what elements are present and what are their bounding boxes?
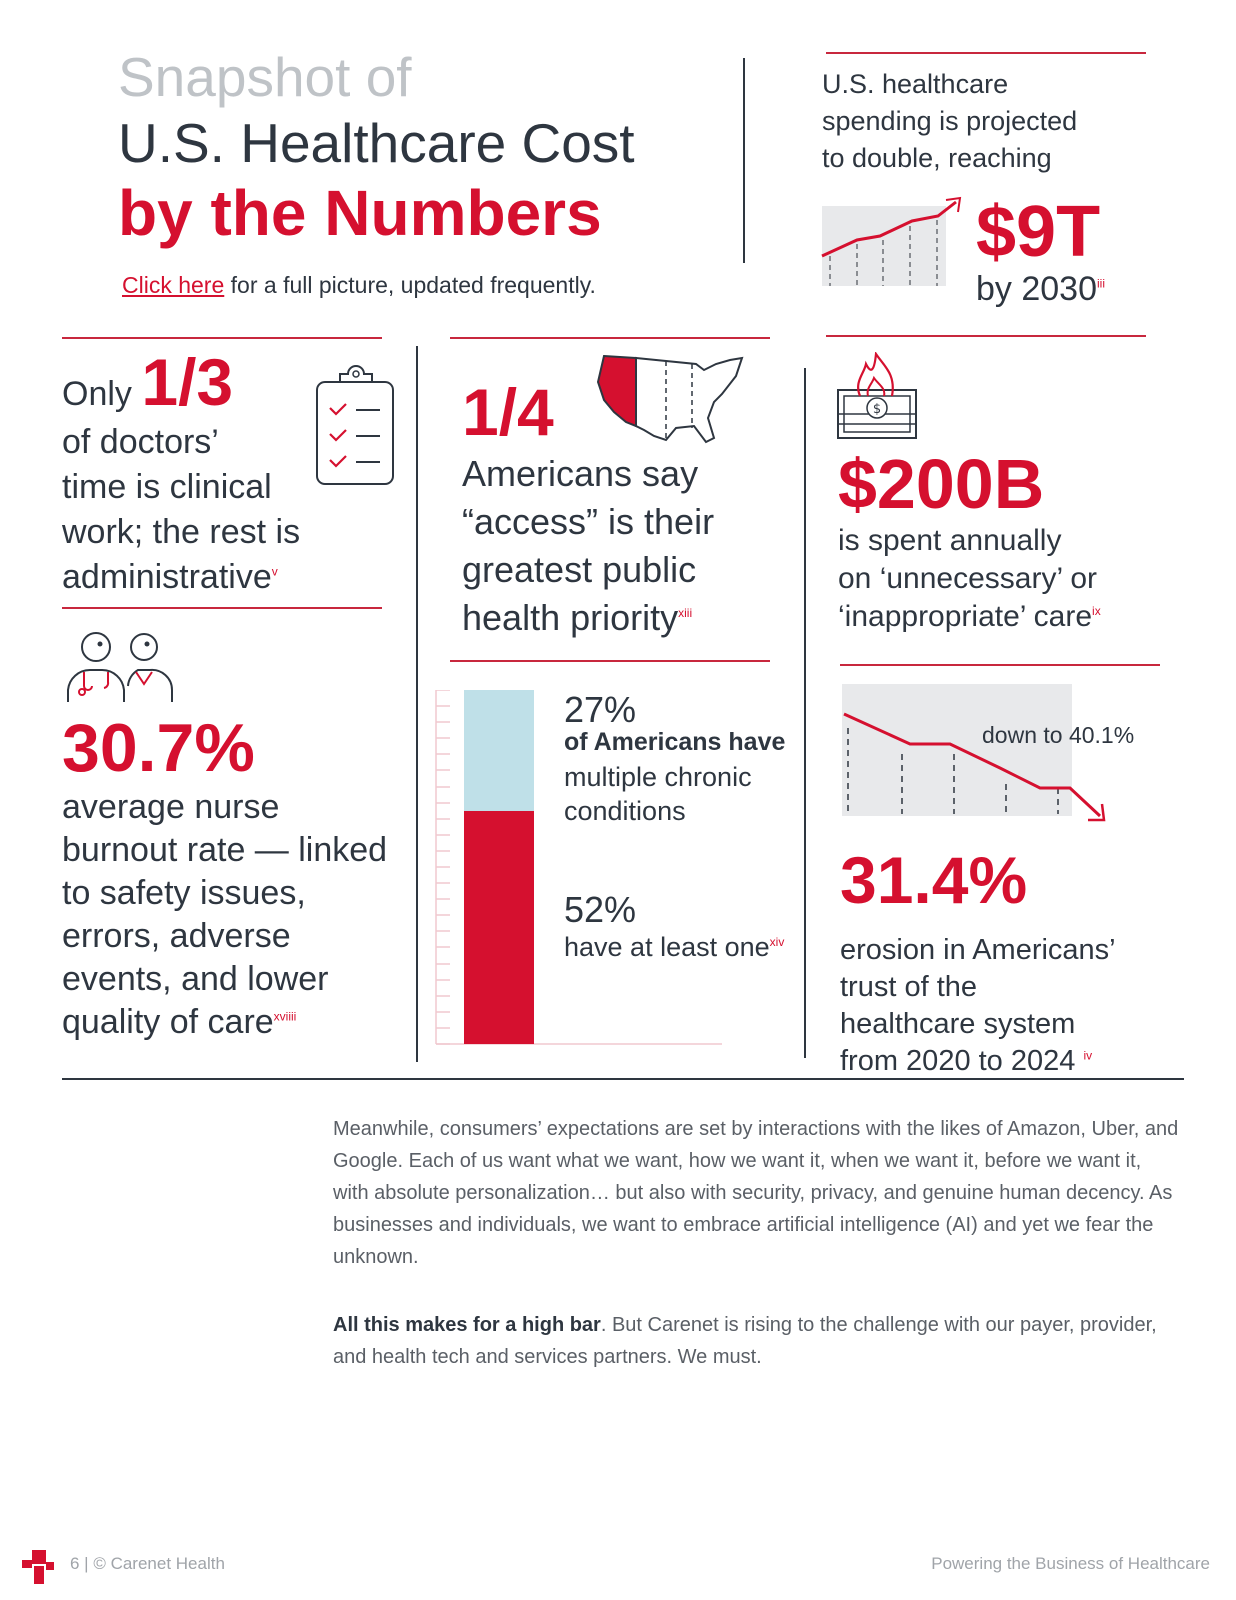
unnecessary-value: $200B	[838, 445, 1045, 523]
access-line-1: Americans say	[462, 453, 699, 494]
rule-col1-top	[62, 337, 382, 339]
doctors-prefix: Only	[62, 375, 142, 413]
doctors-footnote: v	[271, 564, 278, 579]
nurses-line-6: quality of care	[62, 1003, 274, 1041]
title-line-2: U.S. Healthcare Cost	[118, 112, 635, 174]
access-text: Americans say “access” is their greatest…	[462, 450, 714, 642]
trust-text: erosion in Americans’ trust of the healt…	[840, 932, 1116, 1080]
chronic-label-2-line: have at least onexiv	[564, 932, 784, 963]
svg-text:$: $	[873, 402, 881, 417]
body-paragraph-2-rest: . But Carenet is rising to the challenge…	[333, 1314, 1157, 1368]
chronic-value-1: 27%	[564, 689, 637, 730]
nurses-footnote: xviiii	[273, 1009, 297, 1024]
unnecessary-line-1: is spent annually	[838, 524, 1062, 557]
nurses-line-3: to safety issues,	[62, 874, 306, 912]
access-line-3: greatest public	[462, 549, 697, 590]
spending-line-2: spending is projected	[822, 106, 1078, 136]
trust-line-3: healthcare system	[840, 1008, 1076, 1040]
unnecessary-text: is spent annually on ‘unnecessary’ or ‘i…	[838, 522, 1101, 636]
unnecessary-line-2: on ‘unnecessary’ or	[838, 562, 1098, 595]
footer-right: Powering the Business of Healthcare	[931, 1554, 1210, 1573]
nurses-text: average nurse burnout rate — linked to s…	[62, 786, 387, 1044]
spending-line-1: U.S. healthcare	[822, 69, 1009, 99]
doctors-line-1: of doctors’	[62, 423, 219, 461]
nurses-line-5: events, and lower	[62, 960, 329, 998]
unnecessary-footnote: ix	[1092, 604, 1101, 618]
nurses-icon	[66, 630, 176, 704]
body-paragraph-1: Meanwhile, consumers’ expectations are s…	[333, 1118, 1179, 1268]
spending-line-3: to double, reaching	[822, 143, 1052, 173]
nurses-line-2: burnout rate — linked	[62, 831, 388, 869]
trust-line-1: erosion in Americans’	[840, 934, 1116, 966]
spending-year: by 2030	[976, 270, 1097, 308]
trust-line-2: trust of the	[840, 971, 978, 1003]
doctors-headline: Only 1/3	[62, 344, 233, 420]
chronic-label-1-line-3: conditions	[564, 796, 686, 826]
header-divider	[743, 58, 745, 263]
doctors-value: 1/3	[141, 345, 234, 419]
rule-col2-top	[450, 337, 770, 339]
doctors-line-2: time is clinical	[62, 468, 272, 506]
chronic-value-2: 52%	[564, 889, 637, 930]
clipboard-checklist-icon	[314, 364, 398, 488]
unnecessary-line-3: ‘inappropriate’ care	[838, 600, 1093, 633]
col-divider-1	[416, 346, 418, 1062]
click-here-line: Click here for a full picture, updated f…	[122, 272, 596, 299]
chronic-bar-chart	[432, 689, 728, 1055]
body-paragraph-2-bold: All this makes for a high bar	[333, 1314, 601, 1336]
carenet-logo-icon	[22, 1550, 56, 1584]
spending-footnote: iii	[1097, 276, 1105, 291]
doctors-text: of doctors’ time is clinical work; the r…	[62, 420, 300, 600]
trust-line-4: from 2020 to 2024	[840, 1045, 1076, 1077]
chronic-footnote: xiv	[769, 935, 785, 949]
trust-footnote: iv	[1083, 1048, 1093, 1063]
rising-chart-icon	[820, 196, 968, 288]
rule-col3-top	[826, 335, 1146, 337]
title-line-1: Snapshot of	[118, 46, 412, 108]
chronic-label-2: have at least one	[564, 932, 770, 962]
rule-col3-mid	[840, 664, 1160, 666]
chronic-label-1-rest: multiple chronic conditions	[564, 760, 752, 828]
title-block: Snapshot of U.S. Healthcare Cost by the …	[118, 44, 678, 250]
nurses-line-1: average nurse	[62, 788, 280, 826]
footer-left: 6 | © Carenet Health	[70, 1554, 225, 1573]
trust-chart-label: down to 40.1%	[982, 722, 1135, 748]
access-value: 1/4	[462, 375, 554, 449]
spending-text: U.S. healthcare spending is projected to…	[822, 66, 1077, 177]
access-line-2: “access” is their	[462, 501, 715, 542]
rule-col2-mid	[450, 660, 770, 662]
rule-col1-mid	[62, 607, 382, 609]
nurses-value: 30.7%	[62, 710, 255, 786]
nurses-line-4: errors, adverse	[62, 917, 291, 955]
chronic-bar-fill	[464, 810, 534, 1044]
spending-value: $9T	[976, 192, 1101, 272]
us-map-icon	[596, 352, 748, 452]
chronic-label-1-line-2: multiple chronic	[564, 762, 752, 792]
access-footnote: xiii	[678, 606, 693, 620]
click-here-suffix: for a full picture, updated frequently.	[224, 272, 596, 298]
spending-top-rule	[826, 52, 1146, 54]
burning-money-icon: $	[836, 352, 920, 442]
body-paragraph-2: All this makes for a high bar. But Caren…	[333, 1309, 1181, 1373]
access-line-4: health priority	[462, 597, 679, 638]
section-divider	[62, 1078, 1184, 1080]
doctors-line-4: administrative	[62, 558, 272, 596]
declining-chart-icon	[840, 684, 1112, 824]
click-here-link[interactable]: Click here	[122, 272, 225, 298]
trust-value: 31.4%	[840, 843, 1028, 917]
col-divider-2	[804, 368, 806, 1058]
doctors-line-3: work; the rest is	[62, 513, 301, 551]
chronic-label-1-line-1: of Americans have	[564, 728, 786, 756]
title-line-3: by the Numbers	[118, 177, 602, 249]
spending-year-line: by 2030iii	[976, 270, 1105, 309]
